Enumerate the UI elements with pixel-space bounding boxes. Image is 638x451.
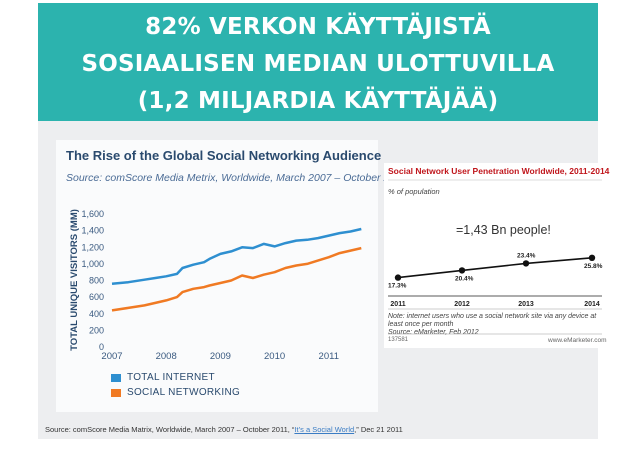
legend-label-social-networking: SOCIAL NETWORKING [127, 387, 241, 398]
x-tick-label: 2008 [156, 351, 177, 362]
x-category-label: 2012 [454, 301, 470, 308]
left-chart-title: The Rise of the Global Social Networking… [66, 148, 382, 163]
right-chart-title: Social Network User Penetration Worldwid… [388, 166, 610, 176]
penetration-data-label: 20.4% [455, 275, 474, 282]
right-chart-subtitle: % of population [388, 187, 440, 196]
y-tick-label: 600 [89, 292, 104, 302]
social-networking-line [111, 246, 362, 312]
x-tick-label: 2009 [210, 351, 231, 362]
banner-line-3: (1,2 MILJARDIA KÄYTTÄJÄÄ) [137, 88, 499, 114]
y-axis-label: TOTAL UNIQUE VISITORS (MM) [69, 209, 80, 351]
left-chart-subtitle: Source: comScore Media Metrix, Worldwide… [66, 172, 407, 184]
x-category-label: 2013 [518, 301, 534, 308]
y-tick-label: 1,400 [81, 226, 104, 236]
legend-swatch-total-internet [111, 374, 121, 382]
penetration-point [394, 274, 402, 281]
right-chart-id: 137581 [388, 337, 409, 343]
right-chart-note-text: Note: internet users who use a social ne… [388, 313, 597, 328]
penetration-line [397, 257, 593, 279]
right-chart-brand: www.eMarketer.com [548, 337, 607, 344]
y-tick-label: 1,600 [81, 209, 104, 219]
x-tick-label: 2011 [319, 351, 339, 362]
penetration-point [522, 260, 530, 267]
y-tick-label: 1,200 [81, 242, 104, 252]
global-audience-chart [56, 140, 378, 412]
right-chart-note: Note: internet users who use a social ne… [388, 313, 600, 337]
penetration-point [588, 254, 596, 261]
y-tick-label: 400 [89, 309, 104, 319]
y-tick-label: 0 [99, 342, 104, 352]
penetration-chart [384, 163, 606, 348]
penetration-data-label: 17.3% [388, 283, 407, 290]
total-internet-line [111, 227, 362, 286]
y-tick-label: 200 [89, 325, 104, 335]
population-annotation: =1,43 Bn people! [456, 223, 551, 237]
source-prefix: Source: comScore Media Matrix, Worldwide… [45, 425, 295, 434]
source-link[interactable]: It’s a Social World [294, 425, 355, 434]
source-footnote: Source: comScore Media Matrix, Worldwide… [45, 425, 403, 434]
legend-label-total-internet: TOTAL INTERNET [127, 372, 215, 383]
x-tick-label: 2010 [264, 351, 285, 362]
banner-line-2: SOSIAALISEN MEDIAN ULOTTUVILLA [81, 51, 555, 77]
x-tick-label: 2007 [101, 351, 122, 362]
title-banner: 82% VERKON KÄYTTÄJISTÄ SOSIAALISEN MEDIA… [38, 3, 598, 121]
penetration-point [458, 267, 466, 274]
y-tick-label: 800 [89, 276, 104, 286]
penetration-data-label: 23.4% [517, 252, 536, 259]
x-category-label: 2014 [584, 301, 600, 308]
penetration-data-label: 25.8% [584, 263, 603, 270]
right-chart-source-text: Source: eMarketer, Feb 2012 [388, 329, 479, 336]
legend-swatch-social-networking [111, 389, 121, 397]
banner-line-1: 82% VERKON KÄYTTÄJISTÄ [145, 14, 491, 40]
source-suffix: ,” Dec 21 2011 [354, 425, 403, 434]
x-category-label: 2011 [390, 301, 405, 308]
y-tick-label: 1,000 [81, 259, 104, 269]
